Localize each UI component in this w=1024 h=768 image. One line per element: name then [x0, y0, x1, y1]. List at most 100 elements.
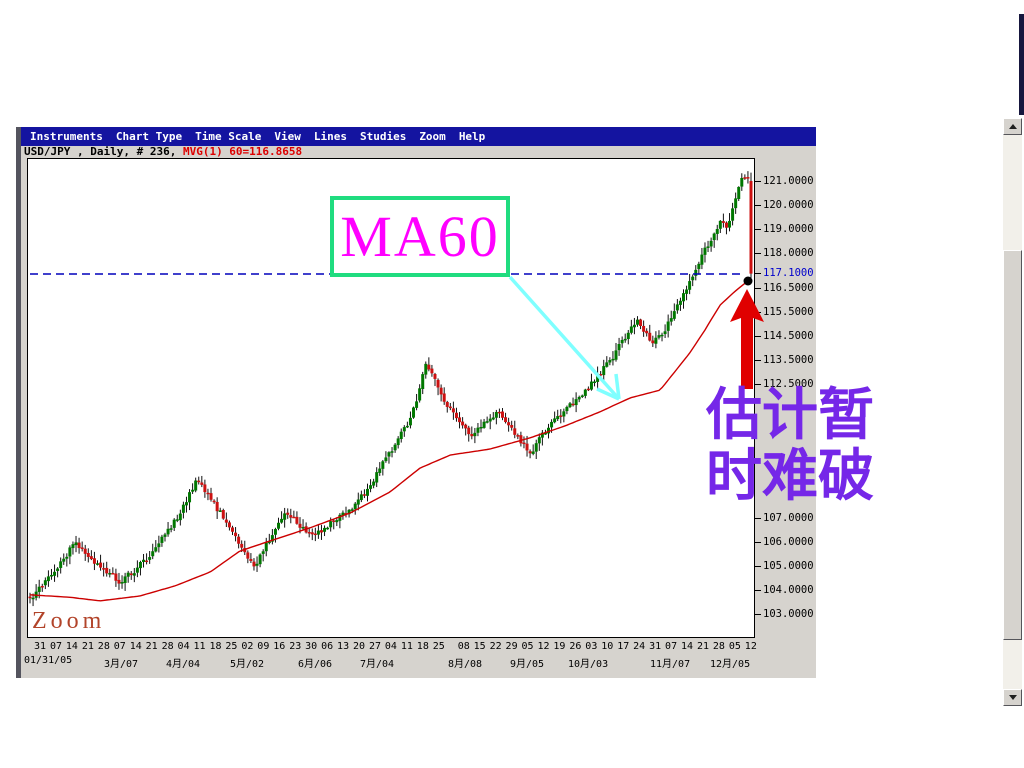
price-axis-tick	[754, 229, 761, 230]
price-axis-tick	[754, 205, 761, 206]
date-axis-day-label: 22	[489, 641, 502, 652]
date-axis-day-label: 17	[617, 641, 630, 652]
price-axis-tick	[754, 590, 761, 591]
price-axis-label: 113.5000	[763, 354, 814, 366]
date-axis-month-label: 7月/04	[360, 659, 395, 670]
menu-item-instruments[interactable]: Instruments	[30, 130, 103, 143]
date-axis-month-label: 12月/05	[710, 659, 751, 670]
date-axis-day-label: 10	[601, 641, 614, 652]
current-price-label: 117.1000	[763, 267, 814, 279]
price-axis-label: 119.0000	[763, 223, 814, 235]
date-axis-day-label: 31	[34, 641, 47, 652]
date-axis-day-label: 21	[696, 641, 709, 652]
date-axis-day-label: 20	[353, 641, 366, 652]
scroll-down-icon	[1008, 695, 1017, 700]
date-axis-day-label: 14	[65, 641, 78, 652]
date-axis-month-label: 8月/08	[448, 659, 483, 670]
price-axis-label: 118.0000	[763, 247, 814, 259]
price-axis-label: 114.5000	[763, 330, 814, 342]
date-axis-day-label: 28	[97, 641, 110, 652]
date-axis-day-label: 24	[633, 641, 646, 652]
price-axis-tick	[754, 273, 761, 274]
menu-item-zoom[interactable]: Zoom	[419, 130, 446, 143]
date-axis-day-label: 09	[257, 641, 270, 652]
date-axis-day-label: 04	[177, 641, 190, 652]
date-axis-day-label: 14	[681, 641, 694, 652]
date-axis-day-label: 05	[521, 641, 534, 652]
price-axis-tick	[754, 253, 761, 254]
date-axis-month-label: 3月/07	[104, 659, 139, 670]
price-axis-label: 120.0000	[763, 199, 814, 211]
date-axis-day-label: 29	[505, 641, 518, 652]
menu-item-time-scale[interactable]: Time Scale	[195, 130, 262, 143]
price-axis-label: 107.0000	[763, 512, 814, 524]
scrollbar-thumb[interactable]	[1003, 250, 1022, 640]
price-axis-tick	[754, 336, 761, 337]
ma60-annotation-label: MA60	[340, 204, 500, 269]
menu-item-lines[interactable]: Lines	[313, 130, 347, 143]
date-axis-day-label: 07	[113, 641, 126, 652]
page-edge-strip	[1019, 14, 1024, 115]
price-axis-tick	[754, 542, 761, 543]
zoom-watermark: Zoom	[32, 608, 105, 634]
menu-bar: Instruments Chart Type Time Scale View Lines…	[21, 127, 816, 146]
scroll-up-icon	[1008, 124, 1017, 129]
date-axis-month-label: 5月/02	[230, 659, 265, 670]
date-axis-month-label: 11月/07	[650, 659, 691, 670]
price-axis-label: 106.0000	[763, 536, 814, 548]
menu-item-view[interactable]: View	[274, 130, 301, 143]
date-axis-day-label: 26	[569, 641, 582, 652]
price-axis-label: 116.5000	[763, 282, 814, 294]
date-axis-day-label: 28	[712, 641, 725, 652]
scroll-up-button[interactable]	[1003, 118, 1022, 135]
date-axis-day-label: 18	[416, 641, 429, 652]
window-left-border	[16, 127, 21, 678]
date-axis-day-label: 19	[553, 641, 566, 652]
price-axis-tick	[754, 360, 761, 361]
menu-item-help[interactable]: Help	[458, 130, 486, 143]
price-axis-label: 103.0000	[763, 608, 814, 620]
scroll-down-button[interactable]	[1003, 689, 1022, 706]
date-axis-day-label: 11	[400, 641, 413, 652]
price-axis-label: 121.0000	[763, 175, 814, 187]
date-axis-month-label: 10月/03	[568, 659, 609, 670]
date-axis-day-label: 25	[225, 641, 238, 652]
note-line-2: 时难破	[706, 446, 874, 508]
date-axis-day-label: 30	[305, 641, 318, 652]
date-axis-day-label: 15	[473, 641, 486, 652]
price-axis-tick	[754, 288, 761, 289]
date-axis-day-label: 16	[273, 641, 286, 652]
date-axis-day-label: 31	[649, 641, 662, 652]
price-axis-label: 105.0000	[763, 560, 814, 572]
page-scrollbar[interactable]	[1003, 118, 1022, 706]
date-axis-day-label: 13	[337, 641, 350, 652]
date-axis-day-label: 11	[193, 641, 206, 652]
price-axis-label: 115.5000	[763, 306, 814, 318]
price-axis-tick	[754, 181, 761, 182]
date-axis-day-label: 02	[241, 641, 254, 652]
price-axis-tick	[754, 566, 761, 567]
date-axis-day-label: 07	[49, 641, 62, 652]
menu-item-studies[interactable]: Studies	[359, 130, 407, 143]
date-axis-day-label: 18	[209, 641, 222, 652]
menu-item-chart-type[interactable]: Chart Type	[115, 130, 183, 143]
price-axis-tick	[754, 518, 761, 519]
ma60-annotation-box[interactable]: MA60	[330, 196, 510, 277]
price-axis-label: 104.0000	[763, 584, 814, 596]
date-axis-day-label: 07	[665, 641, 678, 652]
price-axis-tick	[754, 312, 761, 313]
date-axis-day-label: 23	[289, 641, 302, 652]
date-axis-month-label: 01/31/05	[24, 655, 73, 666]
date-axis-day-label: 12	[744, 641, 757, 652]
date-axis-day-label: 21	[145, 641, 158, 652]
date-axis-day-label: 14	[129, 641, 142, 652]
date-axis-day-label: 21	[81, 641, 94, 652]
date-axis-month-label: 6月/06	[298, 659, 333, 670]
date-axis-month-label: 4月/04	[166, 659, 201, 670]
study-value-label: MVG(1) 60=116.8658	[182, 145, 303, 158]
ma60-line	[29, 279, 752, 602]
note-line-1: 估计暂	[706, 385, 874, 447]
price-axis-label: 112.5000	[763, 378, 814, 390]
date-axis-day-label: 04	[384, 641, 397, 652]
date-axis-day-label: 05	[728, 641, 741, 652]
